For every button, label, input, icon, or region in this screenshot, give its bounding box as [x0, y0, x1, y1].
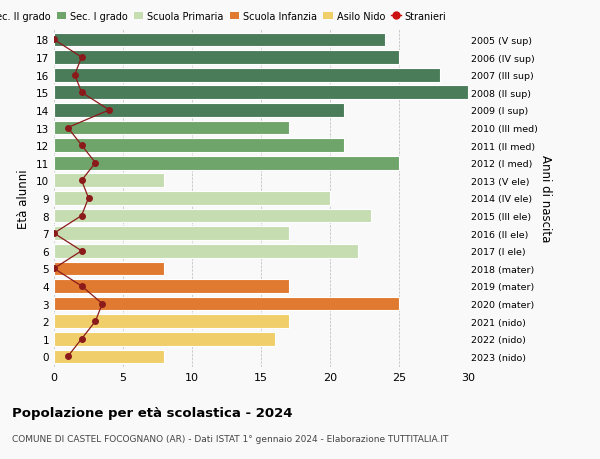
Bar [54, 315, 289, 328]
Bar [54, 121, 289, 135]
Bar [54, 262, 164, 276]
Bar [54, 244, 358, 258]
Bar [54, 174, 164, 188]
Text: Popolazione per età scolastica - 2024: Popolazione per età scolastica - 2024 [12, 406, 293, 419]
Bar [54, 51, 399, 65]
Legend: Sec. II grado, Sec. I grado, Scuola Primaria, Scuola Infanzia, Asilo Nido, Stran: Sec. II grado, Sec. I grado, Scuola Prim… [0, 11, 446, 22]
Bar [54, 104, 344, 118]
Bar [54, 227, 289, 241]
Y-axis label: Età alunni: Età alunni [17, 169, 31, 228]
Bar [54, 332, 275, 346]
Bar [54, 69, 440, 82]
Bar [54, 86, 468, 100]
Bar [54, 34, 385, 47]
Bar [54, 350, 164, 364]
Bar [54, 297, 399, 311]
Bar [54, 192, 330, 205]
Y-axis label: Anni di nascita: Anni di nascita [539, 155, 551, 242]
Bar [54, 209, 371, 223]
Bar [54, 280, 289, 293]
Bar [54, 157, 399, 170]
Bar [54, 139, 344, 153]
Text: COMUNE DI CASTEL FOCOGNANO (AR) - Dati ISTAT 1° gennaio 2024 - Elaborazione TUTT: COMUNE DI CASTEL FOCOGNANO (AR) - Dati I… [12, 434, 448, 443]
